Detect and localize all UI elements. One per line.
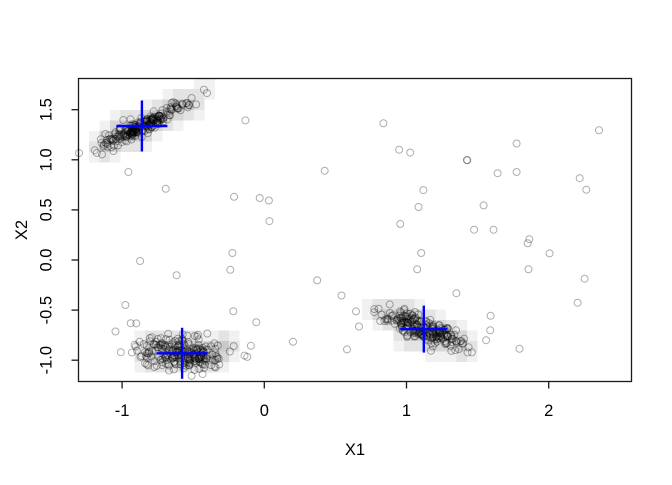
svg-text:-1: -1 bbox=[115, 402, 130, 420]
svg-text:2: 2 bbox=[544, 402, 553, 420]
svg-text:0.5: 0.5 bbox=[38, 198, 56, 221]
svg-text:-1.0: -1.0 bbox=[38, 346, 56, 374]
svg-text:1: 1 bbox=[402, 402, 411, 420]
svg-text:X1: X1 bbox=[345, 441, 365, 459]
svg-text:1.0: 1.0 bbox=[38, 148, 56, 171]
svg-text:-0.5: -0.5 bbox=[38, 296, 56, 324]
svg-text:0: 0 bbox=[260, 402, 269, 420]
svg-text:1.5: 1.5 bbox=[38, 98, 56, 121]
svg-text:0.0: 0.0 bbox=[38, 249, 56, 272]
svg-text:X2: X2 bbox=[13, 220, 31, 240]
